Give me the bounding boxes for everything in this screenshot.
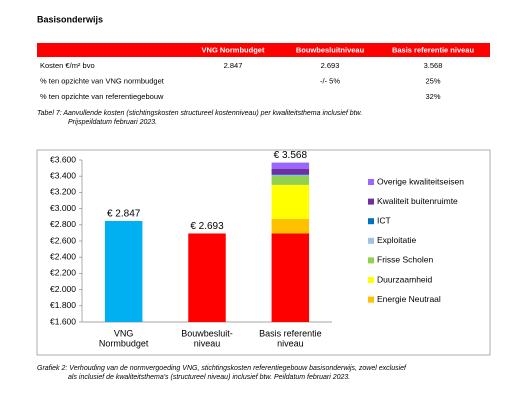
bar-segment	[271, 184, 310, 219]
page-title: Basisonderwijs	[37, 14, 103, 24]
x-tick-label: VNG	[114, 328, 134, 338]
total-label: € 2.693	[190, 221, 224, 232]
bar-segment	[271, 174, 310, 176]
legend-label: ICT	[377, 215, 391, 225]
table-header: VNG Normbudget	[202, 45, 265, 54]
y-tick-label: €3.200	[50, 187, 76, 197]
legend-swatch	[368, 277, 374, 283]
y-tick-label: €1.800	[50, 300, 76, 310]
legend-label: Frisse Scholen	[377, 255, 433, 265]
legend-swatch	[368, 257, 374, 264]
legend-swatch	[368, 198, 374, 205]
x-tick-label: niveau	[277, 338, 304, 348]
y-tick-label: €3.000	[50, 203, 76, 213]
table-cell: 2.847	[224, 61, 243, 70]
table-cell: 32%	[425, 92, 440, 101]
table-header-bg	[37, 43, 490, 57]
legend-swatch	[368, 179, 374, 185]
y-tick-label: €2.400	[50, 251, 76, 261]
x-tick-label: niveau	[194, 338, 221, 348]
legend-label: Energie Neutraal	[377, 294, 441, 304]
y-tick-label: €3.600	[50, 154, 76, 164]
y-tick-label: €2.800	[50, 219, 76, 229]
table-cell: Kosten €/m² bvo	[40, 61, 95, 70]
legend-label: Kwaliteit buitenruimte	[377, 196, 458, 206]
table-header: Bouwbesluitniveau	[296, 45, 365, 54]
table-caption: Prijspeildatum februari 2023.	[68, 119, 157, 126]
bar-segment	[104, 220, 143, 322]
x-tick-label: Bouwbesluit-	[181, 328, 233, 338]
table-cell: 3.568	[424, 61, 443, 70]
bar-segment	[271, 162, 310, 169]
bar-segment	[271, 175, 310, 185]
y-tick-label: €3.400	[50, 170, 76, 180]
total-label: € 2.847	[107, 209, 141, 220]
bar-segment	[271, 233, 310, 322]
bar-segment	[271, 168, 310, 175]
table-cell: 2.693	[321, 61, 340, 70]
legend-swatch	[368, 296, 374, 303]
legend-label: Exploitatie	[377, 235, 416, 245]
x-tick-label: Basis referentie	[259, 328, 322, 338]
legend-label: Overige kwaliteitseisen	[377, 176, 464, 186]
table-cell: 25%	[425, 76, 440, 85]
table-header: Basis referentie niveau	[392, 45, 475, 54]
table-cell: % ten opzichte van referentiegebouw	[40, 92, 164, 101]
chart-caption: Grafiek 2: Verhouding van de normvergoed…	[37, 365, 407, 372]
bar-segment	[271, 175, 310, 176]
y-tick-label: €2.000	[50, 284, 76, 294]
y-tick-label: €2.200	[50, 268, 76, 278]
y-tick-label: €2.600	[50, 235, 76, 245]
legend-label: Duurzaamheid	[377, 274, 433, 284]
legend-swatch	[368, 237, 374, 244]
total-label: € 3.568	[274, 150, 308, 161]
bar-segment	[188, 233, 226, 322]
table-cell: % ten opzichte van VNG normbudget	[40, 76, 165, 85]
y-tick-label: €1.600	[50, 316, 76, 326]
chart-caption: als inclusief de kwaliteitsthema's (stru…	[68, 374, 350, 381]
bar-segment	[271, 218, 310, 234]
table-caption: Tabel 7: Aanvullende kosten (stichtingsk…	[37, 110, 362, 117]
legend-swatch	[368, 218, 374, 225]
table-cell: -/- 5%	[320, 76, 340, 85]
x-tick-label: Normbudget	[99, 338, 149, 348]
